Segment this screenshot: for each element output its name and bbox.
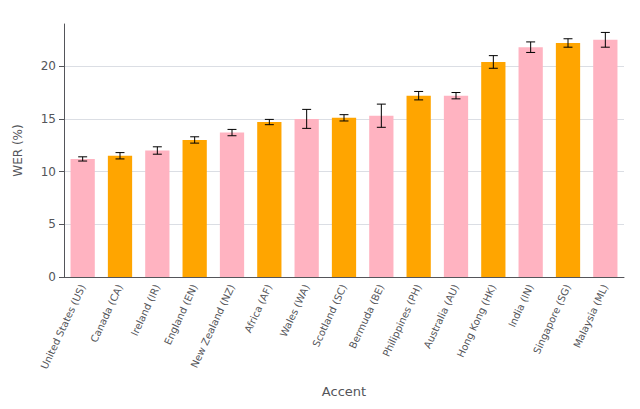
- svg-text:United States (US): United States (US): [39, 283, 88, 371]
- svg-text:Hong Kong (HK): Hong Kong (HK): [455, 283, 499, 360]
- svg-text:Wales (WA): Wales (WA): [278, 283, 312, 339]
- svg-text:Ireland (IR): Ireland (IR): [129, 283, 162, 338]
- svg-text:15: 15: [41, 112, 56, 126]
- svg-text:0: 0: [48, 270, 56, 284]
- svg-text:New Zealand (NZ): New Zealand (NZ): [189, 283, 237, 370]
- svg-text:Bermuda (BE): Bermuda (BE): [347, 283, 386, 351]
- svg-text:5: 5: [48, 217, 56, 231]
- svg-text:Canada (CA): Canada (CA): [88, 283, 125, 345]
- svg-text:Singapore (SG): Singapore (SG): [531, 283, 573, 356]
- svg-text:10: 10: [41, 165, 56, 179]
- svg-text:Philippines (PH): Philippines (PH): [381, 283, 424, 359]
- svg-text:WER (%): WER (%): [11, 124, 25, 176]
- svg-text:England (EN): England (EN): [162, 283, 200, 347]
- svg-text:India (IN): India (IN): [506, 283, 535, 329]
- svg-text:Australia (AU): Australia (AU): [422, 283, 461, 351]
- svg-text:Scotland (SC): Scotland (SC): [310, 283, 349, 349]
- svg-text:Africa (AF): Africa (AF): [242, 283, 274, 335]
- svg-text:Malaysia (ML): Malaysia (ML): [571, 283, 610, 350]
- svg-text:20: 20: [41, 59, 56, 73]
- svg-text:Accent: Accent: [322, 384, 366, 399]
